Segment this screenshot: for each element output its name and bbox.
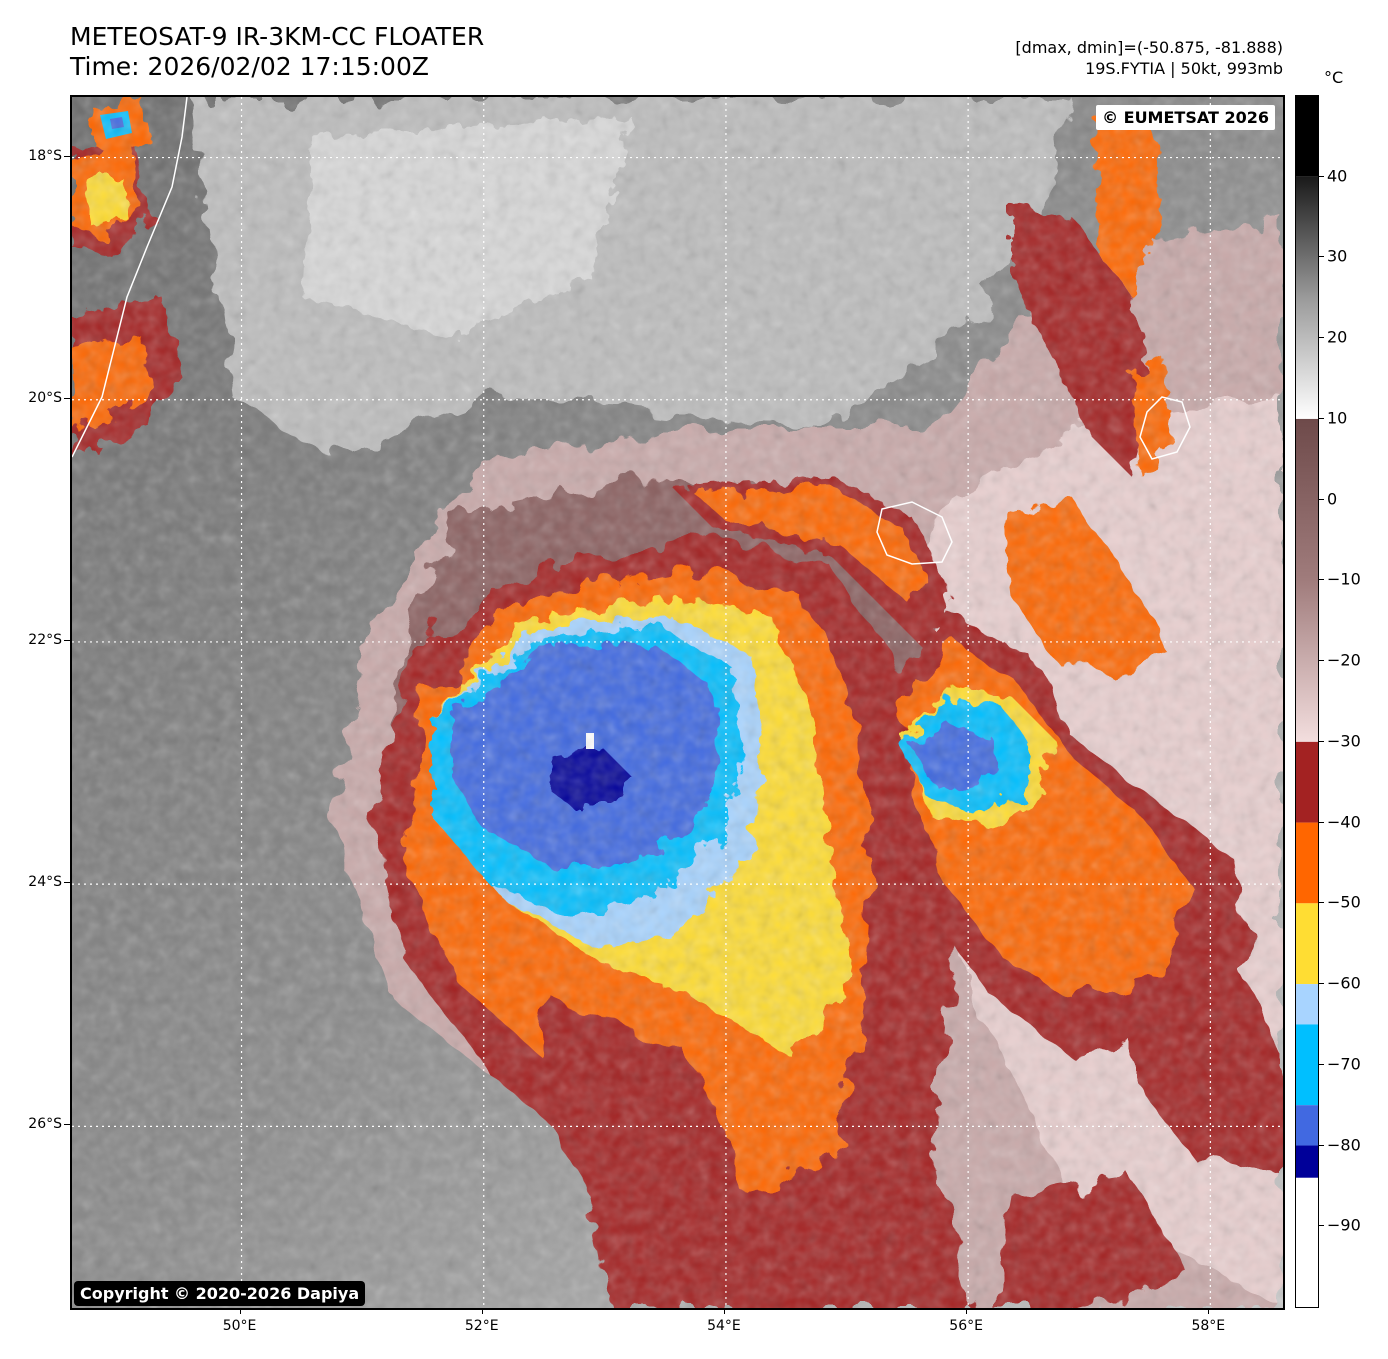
colorbar-tick-label: 30 xyxy=(1327,246,1348,266)
colorbar-tick xyxy=(1319,417,1324,419)
reunion-coastline xyxy=(876,501,953,565)
colorbar-ramp xyxy=(1296,96,1318,1307)
colorbar-tick xyxy=(1319,660,1324,662)
latitude-tick xyxy=(64,155,70,157)
colorbar-tick xyxy=(1319,1225,1324,1227)
storm-info-text: 19S.FYTIA | 50kt, 993mb xyxy=(1085,59,1283,78)
colorbar-tick xyxy=(1319,1144,1324,1146)
colorbar-band-above-40 xyxy=(1296,96,1318,177)
ir-imagery xyxy=(72,97,1283,1308)
dapiya-copyright: Copyright © 2020-2026 Dapiya xyxy=(74,1281,366,1306)
colorbar xyxy=(1295,95,1319,1308)
longitude-tick-label: 56°E xyxy=(949,1318,983,1334)
colorbar-tick-label: −60 xyxy=(1327,973,1361,993)
chart-time: Time: 2026/02/02 17:15:00Z xyxy=(70,52,429,81)
colorbar-tick-label: −40 xyxy=(1327,812,1361,832)
latitude-tick-label: 20°S xyxy=(28,389,62,406)
colorbar-tick xyxy=(1319,902,1324,904)
colorbar-band-lightblue xyxy=(1296,984,1318,1025)
colorbar-tick-label: 40 xyxy=(1327,166,1348,186)
colorbar-band-yellow xyxy=(1296,903,1318,985)
colorbar-band-cyan xyxy=(1296,1024,1318,1106)
longitude-tick xyxy=(966,1308,968,1314)
colorbar-tick-label: −30 xyxy=(1327,731,1361,751)
colorbar-tick xyxy=(1319,740,1324,742)
latitude-tick-label: 22°S xyxy=(28,631,62,648)
colorbar-tick xyxy=(1319,256,1324,258)
chart-title: METEOSAT-9 IR-3KM-CC FLOATER xyxy=(70,22,485,51)
latitude-tick xyxy=(64,882,70,884)
longitude-tick xyxy=(723,1308,725,1314)
colorbar-band-pink xyxy=(1296,418,1318,742)
colorbar-tick-label: −10 xyxy=(1327,569,1361,589)
colorbar-tick xyxy=(1319,579,1324,581)
colorbar-tick xyxy=(1319,498,1324,500)
latitude-tick xyxy=(64,1124,70,1126)
colorbar-tick-label: −50 xyxy=(1327,892,1361,912)
longitude-tick-label: 58°E xyxy=(1191,1318,1226,1334)
colorbar-tick-label: −90 xyxy=(1327,1215,1361,1235)
longitude-tick xyxy=(1208,1308,1210,1314)
longitude-tick xyxy=(239,1308,241,1314)
graticule xyxy=(72,97,1283,1308)
madagascar-coastline xyxy=(72,97,188,458)
longitude-tick-label: 52°E xyxy=(464,1318,499,1334)
colorbar-tick-label: −80 xyxy=(1327,1135,1361,1155)
longitude-tick-label: 50°E xyxy=(222,1318,257,1334)
colorbar-tick xyxy=(1319,337,1324,339)
mauritius-coastline xyxy=(1139,396,1191,460)
colorbar-tick-label: −20 xyxy=(1327,650,1361,670)
colorbar-tick-label: 10 xyxy=(1327,408,1348,428)
longitude-tick xyxy=(481,1308,483,1314)
stats-text: [dmax, dmin]=(-50.875, -81.888) xyxy=(1015,38,1283,57)
latitude-tick-label: 18°S xyxy=(28,147,62,164)
satellite-map: © EUMETSAT 2026 Copyright © 2020-2026 Da… xyxy=(70,95,1285,1310)
colorbar-tick xyxy=(1319,821,1324,823)
eumetsat-watermark: © EUMETSAT 2026 xyxy=(1096,105,1275,130)
colorbar-band-red xyxy=(1296,741,1318,823)
colorbar-band-grey xyxy=(1296,176,1318,419)
colorbar-unit: °C xyxy=(1324,68,1344,87)
latitude-tick xyxy=(64,397,70,399)
colorbar-band-white xyxy=(1296,1177,1318,1307)
colorbar-tick xyxy=(1319,1063,1324,1065)
colorbar-tick xyxy=(1319,175,1324,177)
latitude-tick-label: 24°S xyxy=(28,874,62,891)
colorbar-band-navy xyxy=(1296,1145,1318,1178)
latitude-tick xyxy=(64,639,70,641)
colorbar-band-orange xyxy=(1296,822,1318,904)
longitude-tick-label: 54°E xyxy=(707,1318,741,1334)
colorbar-tick-label: 20 xyxy=(1327,327,1348,347)
colorbar-tick-label: −70 xyxy=(1327,1054,1361,1074)
colorbar-band-blue xyxy=(1296,1105,1318,1146)
colorbar-tick-label: 0 xyxy=(1327,489,1338,509)
colorbar-tick xyxy=(1319,983,1324,985)
latitude-tick-label: 26°S xyxy=(28,1116,62,1133)
